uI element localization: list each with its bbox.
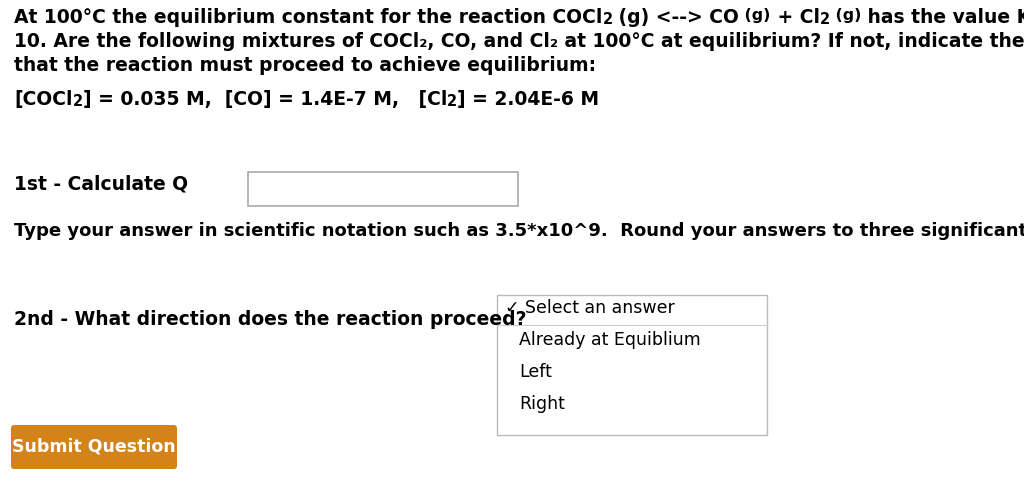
FancyBboxPatch shape [11, 425, 177, 469]
Text: that the reaction must proceed to achieve equilibrium:: that the reaction must proceed to achiev… [14, 56, 596, 75]
Text: At 100°C the equilibrium constant for the reaction COCl: At 100°C the equilibrium constant for th… [14, 8, 602, 27]
Text: 2: 2 [602, 12, 612, 27]
Bar [248, 172, 518, 206]
Text: 1st - Calculate Q: 1st - Calculate Q [14, 175, 188, 194]
Text: ] = 2.04E-6 M: ] = 2.04E-6 M [457, 90, 599, 109]
Text: Submit Question: Submit Question [12, 438, 176, 456]
Text: + Cl: + Cl [771, 8, 820, 27]
Text: Already at Equiblium: Already at Equiblium [519, 331, 700, 349]
Text: 10. Are the following mixtures of COCl₂, CO, and Cl₂ at 100°C at equilibrium? If: 10. Are the following mixtures of COCl₂,… [14, 32, 1024, 51]
Text: (g): (g) [739, 8, 771, 23]
Text: ] = 0.035 M,  [CO] = 1.4E-7 M,   [Cl: ] = 0.035 M, [CO] = 1.4E-7 M, [Cl [83, 90, 447, 109]
Text: has the value K: has the value K [861, 8, 1024, 27]
Text: [COCl: [COCl [14, 90, 73, 109]
Text: (g) <--> CO: (g) <--> CO [612, 8, 739, 27]
Text: Left: Left [519, 363, 552, 381]
Text: 2: 2 [820, 12, 829, 27]
Text: (g): (g) [829, 8, 861, 23]
Text: Type your answer in scientific notation such as 3.5*x10^9.  Round your answers t: Type your answer in scientific notation … [14, 222, 1024, 240]
Text: ✓ Select an answer: ✓ Select an answer [505, 299, 675, 317]
Text: 2: 2 [73, 94, 83, 109]
Text: 2nd - What direction does the reaction proceed?: 2nd - What direction does the reaction p… [14, 310, 526, 329]
Text: Right: Right [519, 395, 565, 413]
Text: 2: 2 [447, 94, 457, 109]
Bar [497, 295, 767, 435]
